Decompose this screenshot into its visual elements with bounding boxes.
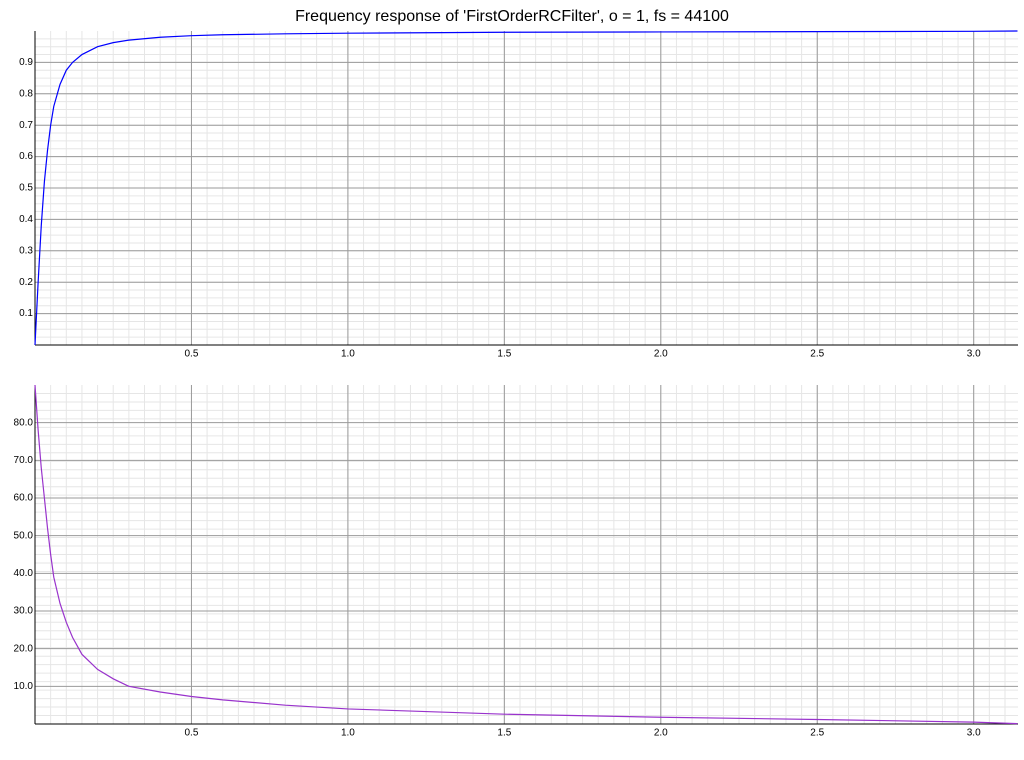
x-tick-label: 2.0 xyxy=(654,728,668,739)
y-tick-label: 50.0 xyxy=(14,530,34,541)
chart-title: Frequency response of 'FirstOrderRCFilte… xyxy=(295,8,729,25)
x-tick-label: 1.5 xyxy=(497,728,511,739)
y-tick-label: 0.9 xyxy=(19,57,33,68)
x-tick-label: 1.0 xyxy=(341,349,355,360)
x-tick-label: 2.5 xyxy=(810,728,824,739)
y-tick-label: 70.0 xyxy=(14,455,34,466)
chart-2: 0.5 1.0 1.5 2.0 2.5 3.0 10.0 20.0 30.0 40.0 50.0 60… xyxy=(14,384,1018,739)
y-tick-label: 0.2 xyxy=(19,277,33,288)
x-tick-label: 1.5 xyxy=(497,349,511,360)
y-tick-label: 40.0 xyxy=(14,568,34,579)
x-tick-label: 3.0 xyxy=(967,349,981,360)
x-tick-label: 0.5 xyxy=(184,728,198,739)
y-tick-label: 80.0 xyxy=(14,417,34,428)
x-tick-label: 2.5 xyxy=(810,349,824,360)
y-tick-label: 10.0 xyxy=(14,681,34,692)
y-tick-label: 20.0 xyxy=(14,643,34,654)
y-tick-label: 0.3 xyxy=(19,245,33,256)
x-tick-label: 0.5 xyxy=(184,349,198,360)
y-tick-label: 30.0 xyxy=(14,606,34,617)
y-tick-label: 0.6 xyxy=(19,151,33,162)
y-tick-label: 60.0 xyxy=(14,493,34,504)
series-line-1 xyxy=(34,384,1018,725)
chart-1: 0.5 1.0 1.5 2.0 2.5 3.0 0.1 0.2 0.3 0.4 0.5 0.6 0.7 0… xyxy=(19,30,1018,360)
y-tick-label: 0.1 xyxy=(19,308,33,319)
x-tick-label: 3.0 xyxy=(967,728,981,739)
x-tick-label: 1.0 xyxy=(341,728,355,739)
y-tick-label: 0.4 xyxy=(19,214,33,225)
x-tick-label: 2.0 xyxy=(654,349,668,360)
y-tick-label: 0.7 xyxy=(19,120,33,131)
series-line-1 xyxy=(34,30,1018,346)
y-tick-label: 0.8 xyxy=(19,88,33,99)
y-tick-label: 0.5 xyxy=(19,183,33,194)
